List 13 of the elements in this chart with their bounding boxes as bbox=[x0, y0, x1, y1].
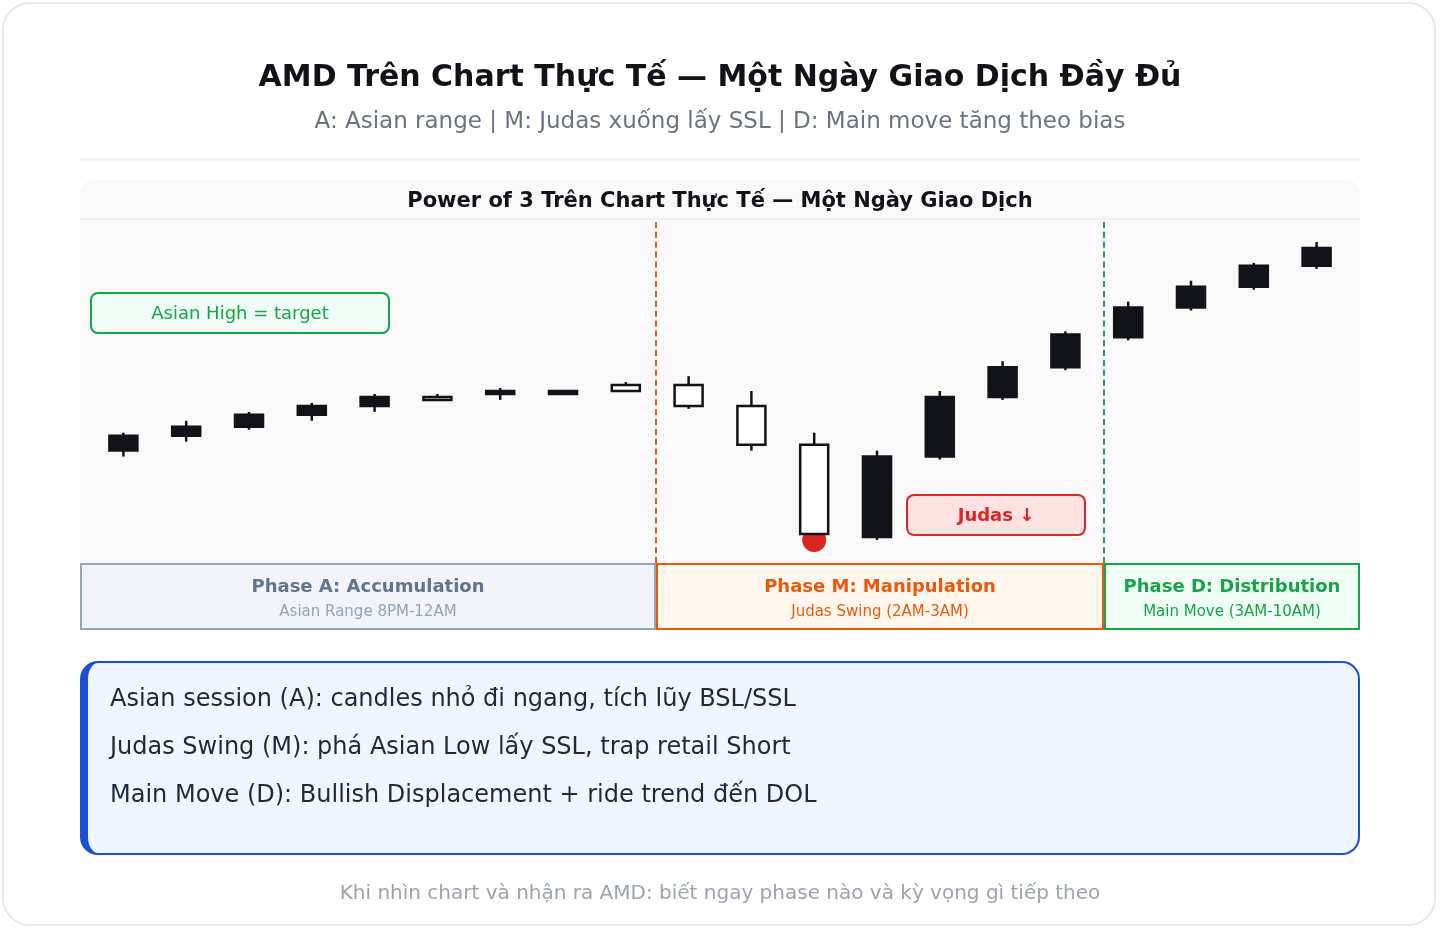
text: Main Move (D): Bullish Displacement + ride trend đến DOL bbox=[110, 779, 818, 810]
chart-subtitle: A: Asian range | M: Judas xuống lấy SSL | D: Main move tăng theo bias bbox=[313, 107, 1127, 133]
text: Main Move (3AM-10AM) bbox=[1142, 602, 1322, 620]
text: Judas Swing (2AM-3AM) bbox=[789, 602, 970, 620]
text: Phase M: Manipulation bbox=[763, 575, 997, 596]
chart-title: AMD Trên Chart Thực Tế — Một Ngày Giao Dịch Đầy Đủ bbox=[257, 58, 1183, 93]
text: Power of 3 Trên Chart Thực Tế — Một Ngày Giao Dịch bbox=[80, 180, 1360, 220]
text: Phase A: Accumulation bbox=[250, 575, 486, 596]
text: Judas Swing (M): phá Asian Low lấy SSL, trap retail Short bbox=[110, 731, 792, 762]
text: Asian session (A): candles nhỏ đi ngang, tích lũy BSL/SSL bbox=[110, 683, 797, 714]
text: Phase D: Distribution bbox=[1122, 575, 1342, 596]
text: Khi nhìn chart và nhận ra AMD: biết ngay phase nào và kỳ vọng gì tiếp theo bbox=[338, 880, 1102, 904]
text: Asian Range 8PM-12AM bbox=[278, 602, 458, 620]
